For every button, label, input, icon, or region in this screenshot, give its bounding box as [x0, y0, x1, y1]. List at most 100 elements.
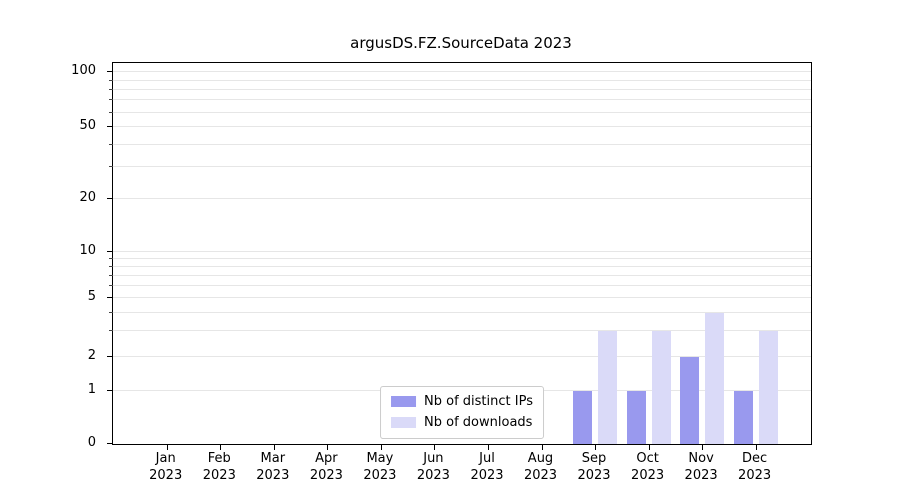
- x-tick-label-mar: Mar 2023: [256, 450, 289, 484]
- x-tick-label-month: Nov: [688, 451, 714, 466]
- gridline: [113, 330, 811, 331]
- gridline: [113, 297, 811, 299]
- x-tick-label-year: 2023: [256, 468, 290, 483]
- gridline: [113, 356, 811, 358]
- x-tick: [273, 444, 275, 450]
- y-tick: [107, 443, 113, 444]
- x-tick: [488, 444, 489, 450]
- x-tick-label-month: Jun: [423, 451, 444, 466]
- bar-nb-of-downloads-sep: [598, 331, 617, 444]
- y-minor-tick: [109, 166, 113, 168]
- x-axis-tick-labels: Jan 2023 Feb 2023 Mar 2023 Apr 2023 May 2023 Jun 20…: [112, 450, 810, 492]
- bar-nb-of-distinct-ips-sep: [573, 391, 592, 444]
- bar-nb-of-downloads-oct: [651, 331, 671, 444]
- y-minor-tick: [109, 88, 113, 90]
- x-tick-label-jul: Jul 2023: [470, 450, 503, 484]
- y-tick-label: 50: [79, 118, 96, 133]
- legend-item-distinct-ips: Nb of distinct IPs: [391, 394, 533, 409]
- gridline: [113, 143, 811, 145]
- gridline: [113, 198, 811, 199]
- x-tick-label-may: May 2023: [363, 450, 396, 484]
- y-axis-tick-labels: 0 1 2 5 10 20 50 100: [0, 62, 104, 450]
- y-minor-tick: [109, 111, 113, 113]
- gridline: [113, 258, 811, 259]
- x-tick: [702, 444, 704, 450]
- x-tick-label-year: 2023: [416, 468, 450, 483]
- y-tick: [107, 390, 113, 391]
- x-tick: [327, 444, 329, 450]
- y-minor-tick: [109, 258, 113, 259]
- bar-nb-of-distinct-ips-nov: [680, 357, 700, 444]
- y-tick-label: 100: [71, 63, 96, 79]
- legend: Nb of distinct IPs Nb of downloads: [380, 386, 544, 439]
- bar-nb-of-distinct-ips-oct: [626, 391, 646, 444]
- bar-nb-of-distinct-ips-dec: [733, 391, 753, 444]
- x-tick-label-year: 2023: [470, 468, 504, 483]
- x-tick-label-year: 2023: [363, 468, 397, 483]
- x-tick-label-month: Aug: [527, 451, 554, 466]
- x-tick: [166, 444, 168, 450]
- legend-label-downloads: Nb of downloads: [424, 415, 533, 430]
- y-minor-tick: [109, 143, 113, 145]
- gridline: [113, 311, 811, 313]
- x-tick-label-year: 2023: [684, 468, 718, 483]
- x-tick: [541, 444, 543, 450]
- legend-swatch-downloads: [391, 417, 417, 428]
- x-tick-label-month: Mar: [260, 451, 286, 466]
- y-minor-tick: [109, 274, 113, 276]
- legend-item-downloads: Nb of downloads: [391, 415, 533, 430]
- legend-label-distinct-ips: Nb of distinct IPs: [424, 394, 533, 409]
- x-tick: [595, 444, 596, 450]
- y-minor-tick: [109, 79, 113, 81]
- x-tick-label-year: 2023: [202, 468, 236, 483]
- y-minor-tick: [109, 285, 113, 286]
- x-tick-label-sep: Sep 2023: [577, 450, 610, 484]
- x-tick-label-month: Apr: [315, 451, 338, 466]
- x-tick-label-month: May: [366, 451, 394, 466]
- plot-area: Nb of distinct IPs Nb of downloads: [107, 62, 812, 450]
- x-tick-label-jun: Jun 2023: [417, 450, 450, 484]
- y-tick: [107, 297, 113, 299]
- y-minor-tick: [109, 265, 113, 267]
- x-tick-label-month: Feb: [207, 451, 231, 466]
- x-tick-label-jan: Jan 2023: [149, 450, 182, 484]
- y-tick: [107, 71, 113, 73]
- x-tick-label-year: 2023: [577, 468, 611, 483]
- x-tick-label-year: 2023: [309, 468, 343, 483]
- x-tick-label-oct: Oct 2023: [631, 450, 664, 484]
- x-tick-label-year: 2023: [523, 468, 558, 483]
- x-tick-label-year: 2023: [149, 468, 183, 483]
- gridline: [113, 71, 811, 73]
- bar-nb-of-downloads-nov: [705, 312, 725, 444]
- y-tick: [107, 198, 113, 199]
- y-tick: [107, 251, 113, 252]
- x-tick-label-apr: Apr 2023: [310, 450, 343, 484]
- y-minor-tick: [109, 99, 113, 101]
- y-tick-label: 20: [79, 190, 96, 205]
- x-tick-label-month: Jan: [155, 451, 176, 466]
- x-tick-label-dec: Dec 2023: [738, 450, 771, 484]
- gridline: [113, 166, 811, 168]
- gridline: [113, 99, 811, 101]
- x-tick-label-month: Oct: [636, 451, 659, 466]
- gridline: [113, 285, 811, 286]
- y-tick-label: 5: [87, 289, 96, 305]
- y-minor-tick: [109, 311, 113, 313]
- legend-swatch-distinct-ips: [391, 396, 417, 407]
- chart-title: argusDS.FZ.SourceData 2023: [350, 34, 572, 52]
- x-tick-label-month: Sep: [581, 451, 607, 466]
- x-tick-label-aug: Aug 2023: [524, 450, 557, 484]
- gridline: [113, 265, 811, 267]
- y-tick-label: 0: [87, 435, 96, 450]
- y-tick-label: 10: [79, 243, 96, 258]
- x-tick: [380, 444, 382, 450]
- gridline: [113, 274, 811, 276]
- gridline: [113, 126, 811, 127]
- x-tick-label-nov: Nov 2023: [685, 450, 718, 484]
- gridline: [113, 88, 811, 90]
- x-tick-label-month: Jul: [479, 451, 495, 466]
- gridline: [113, 251, 811, 252]
- gridline: [113, 111, 811, 113]
- x-tick: [755, 444, 757, 450]
